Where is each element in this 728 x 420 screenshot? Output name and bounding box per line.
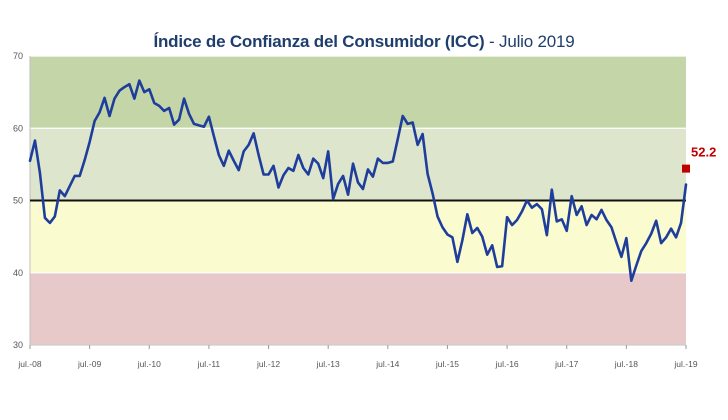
x-tick-label: jul.-15 xyxy=(435,359,459,369)
annotations: 52.2 xyxy=(682,145,716,173)
chart-title: Índice de Confianza del Consumidor (ICC)… xyxy=(0,32,728,52)
y-tick-label: 60 xyxy=(13,123,23,133)
last-value-label: 52.2 xyxy=(691,145,716,160)
chart-title-period: Julio 2019 xyxy=(499,32,575,51)
y-axis: 30 40 50 60 70 xyxy=(13,51,31,350)
x-axis: jul.-08 jul.-09 jul.-10 jul.-11 jul.-12 jul.-… xyxy=(17,344,698,369)
series-line-icc xyxy=(28,79,688,282)
x-tick-label: jul.-12 xyxy=(256,359,280,369)
band-60-70 xyxy=(30,56,686,129)
band-50-60 xyxy=(30,128,686,201)
y-tick-label: 50 xyxy=(13,196,23,206)
x-tick-label: jul.-13 xyxy=(316,359,340,369)
background-bands xyxy=(30,55,686,346)
band-40-50 xyxy=(30,200,686,273)
x-tick-label: jul.-08 xyxy=(17,359,41,369)
band-30-40 xyxy=(30,272,686,345)
x-tick-label: jul.-19 xyxy=(673,359,697,369)
y-tick-label: 30 xyxy=(13,340,23,350)
x-tick-label: jul.-18 xyxy=(614,359,638,369)
x-tick-label: jul.-11 xyxy=(197,359,221,369)
y-tick-label: 70 xyxy=(13,51,23,61)
series-layer xyxy=(28,79,688,282)
x-tick-label: jul.-17 xyxy=(554,359,578,369)
x-tick-label: jul.-16 xyxy=(495,359,519,369)
last-point-marker xyxy=(682,164,690,173)
chart-title-separator: - xyxy=(484,32,500,51)
chart-title-main: Índice de Confianza del Consumidor (ICC) xyxy=(153,32,485,51)
x-tick-label: jul.-10 xyxy=(137,359,161,369)
x-tick-label: jul.-14 xyxy=(375,359,399,369)
y-tick-label: 40 xyxy=(13,268,23,278)
x-tick-label: jul.-09 xyxy=(77,359,101,369)
